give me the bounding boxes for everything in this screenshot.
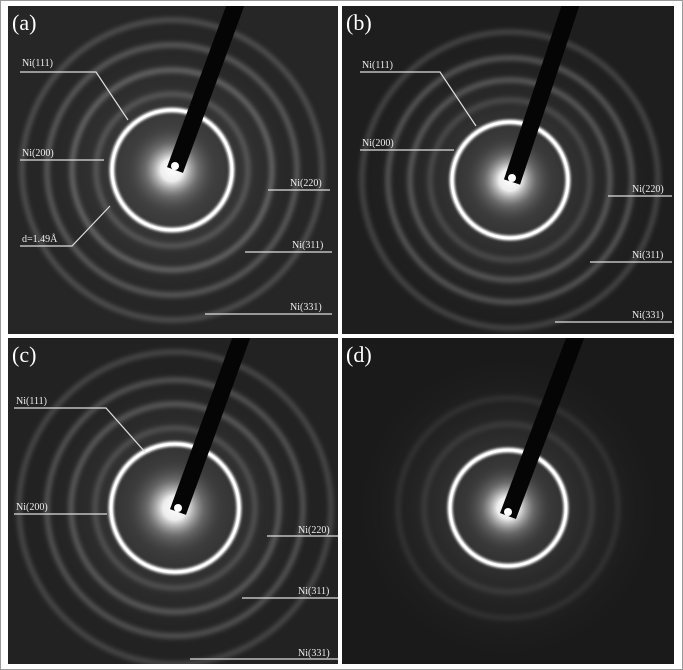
annotation-label: Ni(220)	[290, 178, 322, 189]
panel-label: (c)	[12, 342, 36, 367]
page: (a) Ni(111) Ni(200) Ni(220) d=1.49Å Ni(311) Ni…	[0, 0, 683, 670]
direct-beam	[504, 508, 512, 516]
annotation-label: Ni(111)	[22, 58, 53, 69]
central-glow	[127, 125, 217, 215]
panel-label: (d)	[346, 342, 372, 367]
annotation-label: Ni(331)	[298, 648, 330, 659]
annotation-label: Ni(331)	[290, 302, 322, 313]
annotation-label: Ni(200)	[22, 148, 54, 159]
panel-label: (a)	[12, 10, 36, 35]
panel	[340, 1, 680, 350]
panel	[338, 333, 678, 670]
annotation-label: d=1.49Å	[22, 233, 58, 245]
annotation-label: Ni(220)	[632, 184, 664, 195]
annotation-label: Ni(311)	[292, 240, 323, 251]
annotation-label: Ni(220)	[298, 525, 330, 536]
annotation-label: Ni(200)	[362, 138, 394, 149]
panel	[2, 0, 342, 340]
annotation-label: Ni(331)	[632, 310, 664, 321]
panel-label: (b)	[346, 10, 372, 35]
direct-beam	[171, 162, 179, 170]
annotation-label: Ni(200)	[16, 502, 48, 513]
direct-beam	[508, 174, 516, 182]
annotation-label: Ni(111)	[16, 396, 47, 407]
annotation-label: Ni(311)	[632, 250, 663, 261]
annotation-label: Ni(311)	[298, 586, 329, 597]
direct-beam	[174, 504, 182, 512]
annotation-label: Ni(111)	[362, 60, 393, 71]
figure: (a) Ni(111) Ni(200) Ni(220) d=1.49Å Ni(311) Ni…	[0, 0, 683, 670]
panel	[5, 333, 345, 670]
